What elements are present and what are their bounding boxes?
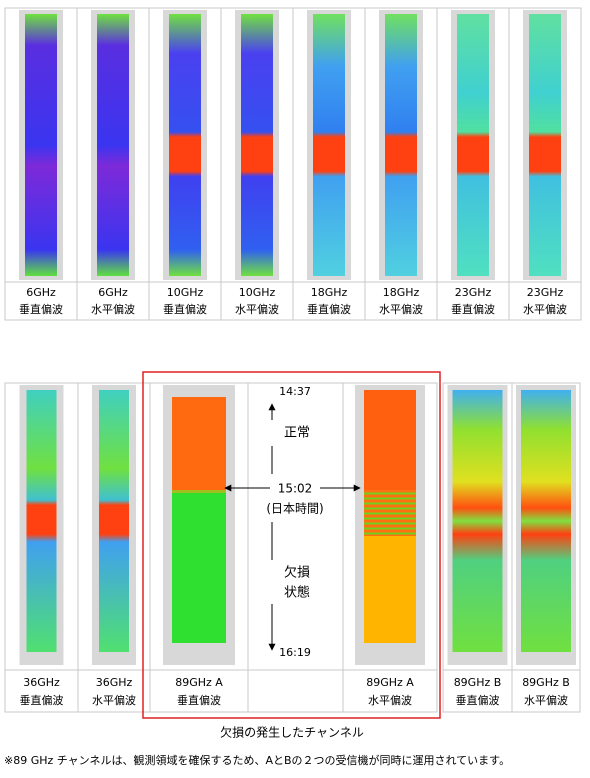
caption: 23GHz [527,286,564,299]
timezone: (日本時間) [266,502,323,516]
satellite-image [26,390,57,652]
caption: 水平偏波 [523,302,567,316]
satellite-image [97,14,129,276]
satellite-image [529,14,561,276]
table-border [4,382,438,713]
caption: 18GHz [311,286,348,299]
satellite-image [172,490,226,493]
caption: 36GHz [96,676,133,689]
caption: 23GHz [455,286,492,299]
satellite-image [99,390,129,652]
caption: 垂直偏波 [456,693,500,707]
start-time: 14:37 [279,385,311,398]
satellite-image [172,397,226,490]
satellite-image [313,14,345,276]
event-time: 15:02 [278,482,313,496]
caption: 36GHz [23,676,60,689]
caption: 垂直偏波 [19,302,63,316]
satellite-image [385,14,417,276]
caption: 水平偏波 [368,693,412,707]
satellite-image [172,493,226,643]
caption: 6GHz [98,286,128,299]
caption: 垂直偏波 [163,302,207,316]
caption: 18GHz [383,286,420,299]
satellite-image [457,14,489,276]
satellite-image [452,390,503,652]
satellite-image [364,490,416,536]
caption: 89GHz A [366,676,414,689]
caption: 垂直偏波 [20,693,64,707]
caption: 水平偏波 [524,693,568,707]
normal-label: 正常 [284,426,310,441]
caption: 垂直偏波 [451,302,495,316]
caption: 水平偏波 [379,302,423,316]
satellite-image [521,390,571,652]
caption: 10GHz [239,286,276,299]
satellite-image [25,14,57,276]
highlight-caption: 欠損の発生したチャンネル [220,725,364,740]
caption: 水平偏波 [235,302,279,316]
caption: 10GHz [167,286,204,299]
footnote: ※89 GHz チャンネルは、観測領域を確保するため、AとBの２つの受信機が同時… [4,753,510,767]
satellite-image [364,390,416,490]
end-time: 16:19 [279,646,311,659]
caption: 垂直偏波 [177,693,221,707]
caption: 89GHz B [454,676,502,689]
satellite-image [169,14,201,276]
highlight-box [142,371,441,719]
caption: 水平偏波 [92,693,136,707]
satellite-image [241,14,273,276]
satellite-image [364,536,416,643]
caption: 89GHz A [175,676,223,689]
caption: 垂直偏波 [307,302,351,316]
caption: 6GHz [26,286,56,299]
caption: 水平偏波 [91,302,135,316]
missing-label: 欠損 [284,565,310,581]
caption: 89GHz B [522,676,570,689]
missing-label: 状態 [284,585,310,601]
timeline: 14:37 正常 15:02 (日本時間) 欠損 状態 16:19 [224,385,361,659]
